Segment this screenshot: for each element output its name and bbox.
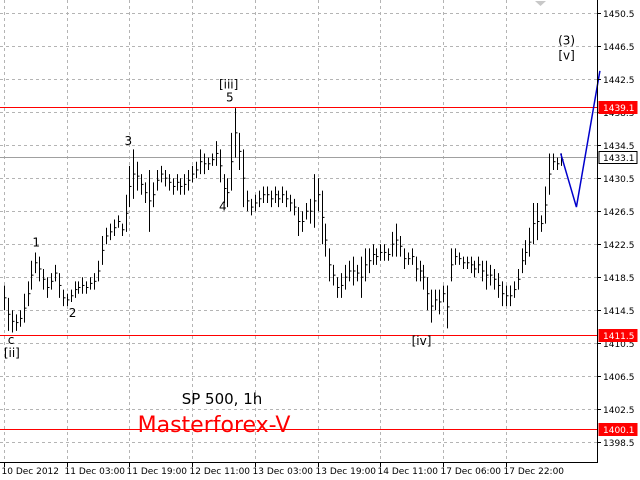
price-axis: 1398.5 1402.5 1406.5 1410.5 1414.5 1418.5 1422…: [597, 10, 635, 449]
time-axis-label: 14 Dec 11:00: [378, 467, 439, 477]
wave-label: (3): [558, 34, 575, 48]
price-axis-label: 1426.5: [603, 208, 635, 218]
horizontal-levels: [0, 107, 597, 430]
price-axis-label: 1422.5: [603, 241, 635, 251]
time-axis-label: 11 Dec 03:00: [65, 467, 126, 477]
axes: [0, 0, 598, 463]
wave-labels: c[ii] 1 2 3 [iii]5 4 [iv] (3)[v]: [4, 34, 575, 361]
scroll-arrow-icon[interactable]: [535, 1, 546, 6]
price-axis-label: 1398.5: [603, 439, 635, 449]
forecast-path: [559, 70, 601, 208]
level-tag-label: 1411.5: [603, 332, 635, 342]
price-bars: [4, 108, 564, 333]
level-tag-label: 1400.1: [603, 426, 635, 436]
level-tag-box: [598, 151, 638, 164]
wave-label: 5: [226, 90, 234, 104]
wave-label: [iii]: [219, 77, 238, 91]
price-axis-label: 1402.5: [603, 406, 635, 416]
time-axis-label: 13 Dec 03:00: [253, 467, 314, 477]
price-axis-label: 1442.5: [603, 76, 635, 86]
level-tag-box: [598, 329, 638, 342]
level-tag-label: 1433.1: [603, 154, 635, 164]
price-axis-label: 1450.5: [603, 10, 635, 20]
level-tag-label: 1439.1: [603, 104, 635, 114]
grid: [0, 0, 597, 462]
price-axis-label: 1414.5: [603, 307, 635, 317]
time-axis-label: 10 Dec 2012: [2, 467, 60, 477]
price-axis-label: 1410.5: [603, 340, 635, 350]
wave-label: 4: [219, 199, 227, 213]
time-axis: 10 Dec 2012 11 Dec 03:00 11 Dec 19:00 12 De…: [2, 462, 565, 477]
time-axis-label: 17 Dec 22:00: [504, 467, 565, 477]
wave-label: 1: [32, 236, 40, 250]
time-axis-label: 11 Dec 19:00: [127, 467, 188, 477]
chart-title: SP 500, 1h: [182, 390, 263, 408]
wave-label: 2: [69, 306, 77, 320]
forecast-line: [559, 70, 601, 208]
price-axis-label: 1406.5: [603, 373, 635, 383]
wave-label: [ii]: [4, 346, 20, 360]
level-price-tags: 1439.1 1433.1 1411.5 1400.1: [598, 101, 638, 436]
level-tag-box: [598, 423, 638, 436]
time-axis-label: 13 Dec 19:00: [316, 467, 377, 477]
wave-label: [v]: [558, 48, 574, 62]
price-axis-label: 1418.5: [603, 274, 635, 284]
wave-label: 3: [124, 134, 132, 148]
time-axis-label: 12 Dec 11:00: [190, 467, 251, 477]
price-axis-label: 1430.5: [603, 175, 635, 185]
price-axis-label: 1434.5: [603, 142, 635, 152]
wave-label: [iv]: [412, 334, 432, 348]
price-axis-label: 1446.5: [603, 43, 635, 53]
time-axis-label: 17 Dec 06:00: [441, 467, 502, 477]
brand-watermark: Masterforex-V: [138, 413, 291, 438]
level-tag-box: [598, 101, 638, 114]
wave-label: c: [8, 333, 15, 347]
